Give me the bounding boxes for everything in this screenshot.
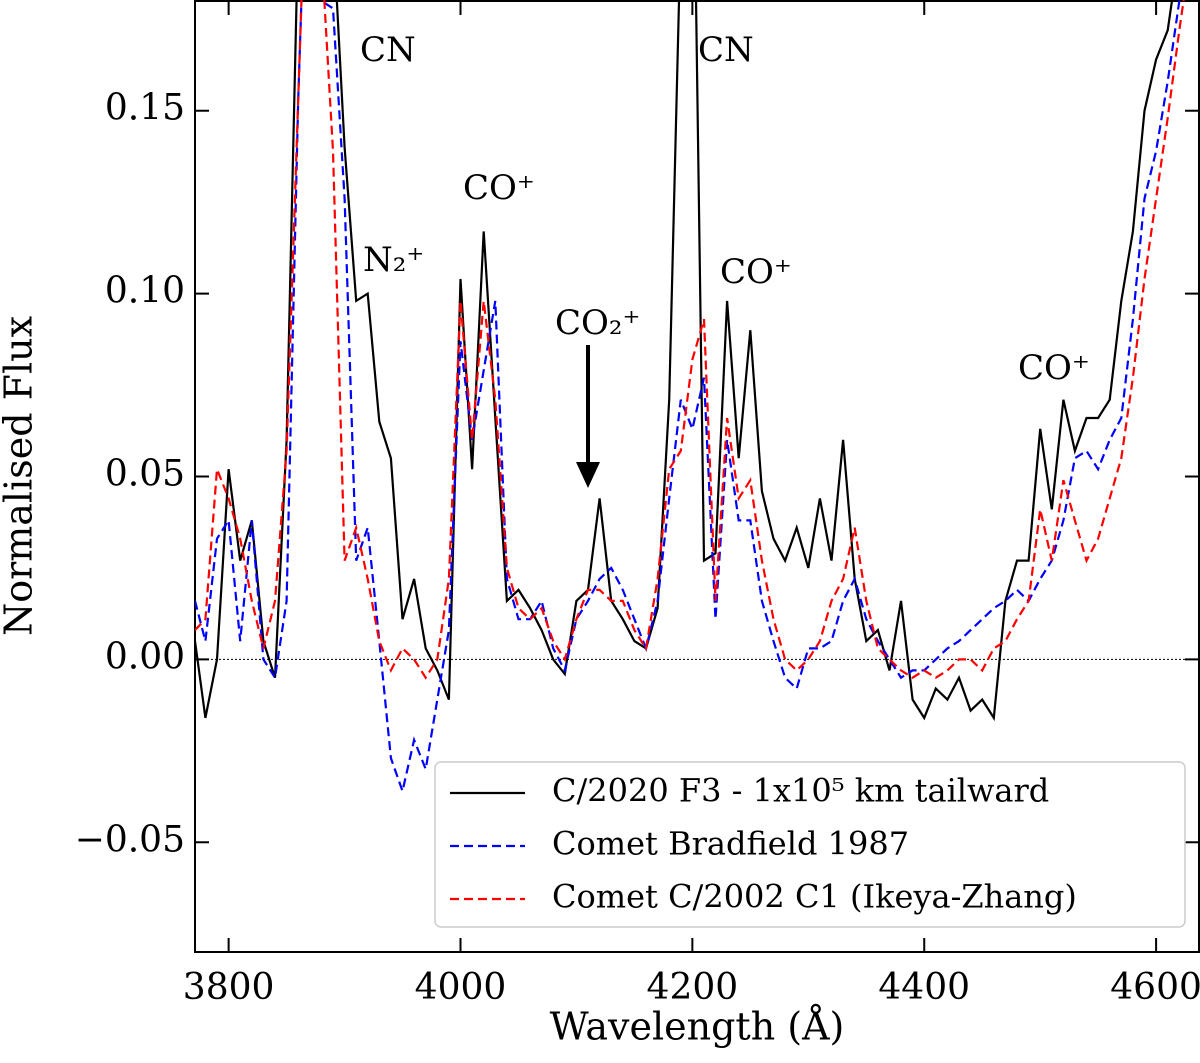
- y-tick-label: −0.05: [75, 819, 185, 860]
- annotation: CN: [360, 30, 416, 70]
- arrow-head: [576, 462, 600, 488]
- annotation: CO₂⁺: [555, 303, 640, 343]
- annotation: CO⁺: [720, 252, 792, 292]
- series-line: [195, 0, 1174, 722]
- y-tick-label: 0.15: [105, 88, 185, 129]
- series-line: [195, 0, 1185, 680]
- x-tick-label: 4400: [878, 967, 970, 1008]
- legend-label: Comet Bradfield 1987: [552, 825, 909, 863]
- annotation: CN: [698, 30, 754, 70]
- x-tick-label: 4200: [647, 967, 739, 1008]
- legend-label: Comet C/2002 C1 (Ikeya-Zhang): [552, 878, 1077, 916]
- series-line: [195, 0, 1181, 796]
- legend-box: [434, 761, 1186, 928]
- y-tick-label: 0.05: [105, 454, 185, 495]
- x-tick-label: 4600: [1110, 967, 1200, 1008]
- legend-label: C/2020 F3 - 1x10⁵ km tailward: [552, 772, 1049, 810]
- y-tick-label: 0.10: [105, 271, 185, 312]
- annotation: CO⁺: [1018, 348, 1090, 388]
- y-axis-label: Normalised Flux: [0, 316, 41, 636]
- plot-area: [195, 0, 1185, 796]
- x-tick-label: 3800: [183, 967, 275, 1008]
- x-tick-label: 4000: [415, 967, 507, 1008]
- annotation: N₂⁺: [363, 240, 424, 280]
- annotation: CO⁺: [463, 168, 535, 208]
- x-axis-label: Wavelength (Å): [550, 1005, 845, 1049]
- y-tick-label: 0.00: [105, 636, 185, 677]
